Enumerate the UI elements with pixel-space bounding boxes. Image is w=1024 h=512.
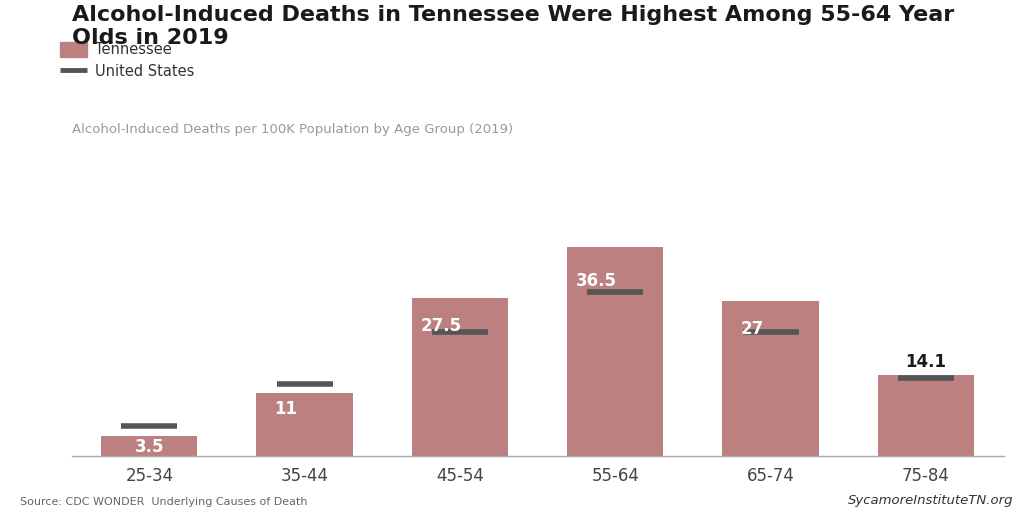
Text: 27.5: 27.5 [421, 317, 462, 335]
Text: SycamoreInstituteTN.org: SycamoreInstituteTN.org [848, 494, 1014, 507]
Text: 27: 27 [740, 319, 764, 337]
Bar [101, 436, 198, 456]
Bar [412, 298, 508, 456]
Text: 36.5: 36.5 [577, 272, 617, 290]
Legend: Tennessee, United States: Tennessee, United States [60, 42, 195, 79]
Bar [567, 247, 664, 456]
Bar [878, 375, 974, 456]
Text: Source: CDC WONDER  Underlying Causes of Death: Source: CDC WONDER Underlying Causes of … [20, 497, 308, 507]
Bar [256, 393, 353, 456]
Text: 14.1: 14.1 [905, 353, 946, 371]
Bar [722, 301, 819, 456]
Text: Alcohol-Induced Deaths per 100K Population by Age Group (2019): Alcohol-Induced Deaths per 100K Populati… [72, 123, 513, 136]
Text: Alcohol-Induced Deaths in Tennessee Were Highest Among 55-64 Year
Olds in 2019: Alcohol-Induced Deaths in Tennessee Were… [72, 5, 954, 48]
Text: 11: 11 [274, 400, 298, 418]
Text: 3.5: 3.5 [134, 438, 164, 456]
